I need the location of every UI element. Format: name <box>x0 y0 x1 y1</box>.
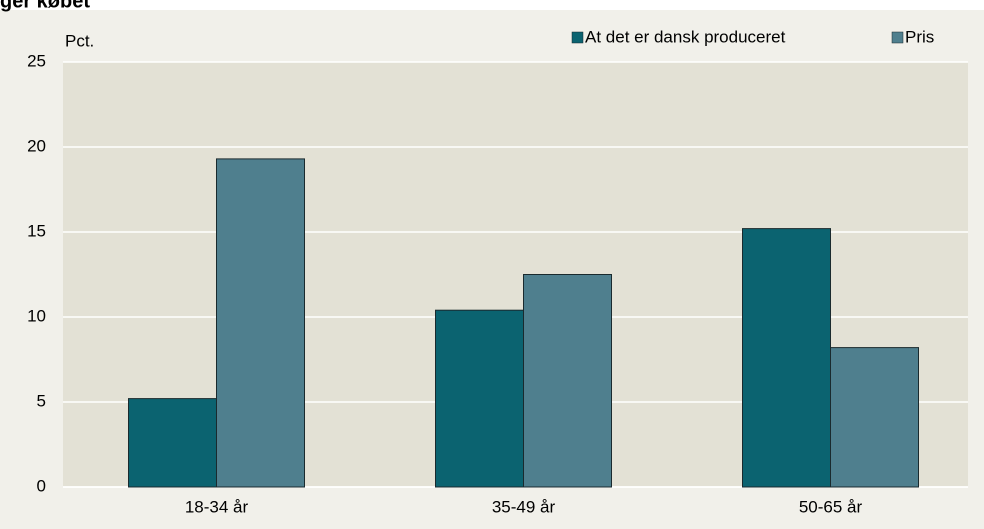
legend-label: Pris <box>905 27 934 46</box>
y-tick-label: 25 <box>27 51 46 70</box>
bar <box>435 309 524 488</box>
legend-label: At det er dansk produceret <box>585 27 786 46</box>
bar <box>742 228 831 488</box>
y-axis-label: Pct. <box>65 31 94 50</box>
bar <box>830 347 919 488</box>
chart-title: ger købet <box>0 0 90 12</box>
y-tick-label: 0 <box>37 476 46 495</box>
x-tick-label: 18-34 år <box>185 497 249 516</box>
bar <box>128 398 217 488</box>
legend-swatch <box>891 31 904 44</box>
bar <box>216 158 305 488</box>
x-tick-label: 35-49 år <box>492 497 556 516</box>
x-tick-label: 50-65 år <box>799 497 863 516</box>
legend-swatch <box>571 31 584 44</box>
y-tick-label: 15 <box>27 221 46 240</box>
y-tick-label: 10 <box>27 306 46 325</box>
y-tick-label: 5 <box>37 391 46 410</box>
y-tick-label: 20 <box>27 136 46 155</box>
bar <box>523 274 612 488</box>
